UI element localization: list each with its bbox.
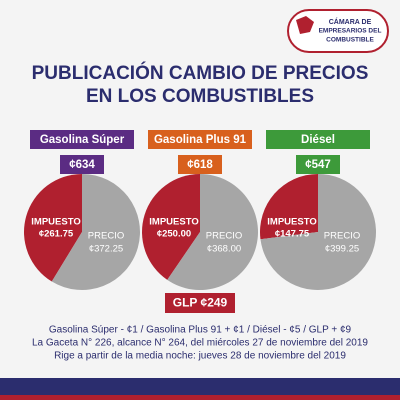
slice-value: ¢250.00 [157, 229, 191, 240]
footer-band [0, 378, 400, 395]
slice-value: ¢399.25 [325, 244, 359, 255]
price-box [296, 155, 340, 174]
glp-box [165, 293, 235, 313]
pie-slice [141, 174, 200, 280]
logo-text: COMBUSTIBLE [326, 37, 374, 44]
pie-slice [260, 174, 318, 240]
slice-value: ¢147.75 [275, 229, 310, 240]
slice-category: PRECIO [206, 231, 242, 242]
slice-value: ¢372.25 [89, 244, 123, 255]
slice-category: PRECIO [324, 231, 360, 242]
price-box [178, 155, 222, 174]
price-label: ¢618 [187, 159, 213, 171]
fuel-label: Diésel [301, 134, 335, 146]
fuel-label: Gasolina Súper [40, 134, 125, 146]
logo-text: EMPRESARIOS DEL [319, 28, 382, 35]
footer-stripe [0, 395, 400, 400]
slice-category: PRECIO [88, 231, 124, 242]
slice-category: IMPUESTO [149, 217, 198, 228]
title: PUBLICACIÓN CAMBIO DE PRECIOS [32, 62, 369, 84]
fuel-label: Gasolina Plus 91 [154, 134, 247, 146]
fuel-label-box [30, 130, 134, 149]
price-label: ¢634 [69, 159, 95, 171]
slice-value: ¢368.00 [207, 244, 241, 255]
footer-text: La Gaceta N° 226, alcance N° 264, del mi… [32, 338, 368, 349]
pie-slice [167, 174, 258, 290]
slice-value: ¢261.75 [39, 229, 74, 240]
logo-text: CÁMARA DE [329, 17, 372, 26]
pie-slice [24, 174, 82, 282]
title: EN LOS COMBUSTIBLES [86, 86, 314, 107]
slice-category: IMPUESTO [267, 217, 316, 228]
logo-map [296, 16, 314, 34]
footer-text: Gasolina Súper - ¢1 / Gasolina Plus 91 +… [49, 325, 352, 336]
footer-text: Rige a partir de la media noche: jueves … [54, 351, 346, 362]
fuel-label-box [148, 130, 252, 149]
glp-label: GLP ¢249 [173, 296, 228, 310]
price-box [60, 155, 104, 174]
pie-slice [260, 174, 376, 290]
logo-frame [287, 9, 389, 53]
slice-category: IMPUESTO [31, 217, 80, 228]
pie-slice [51, 174, 141, 291]
price-label: ¢547 [305, 159, 331, 171]
fuel-label-box [266, 130, 370, 149]
